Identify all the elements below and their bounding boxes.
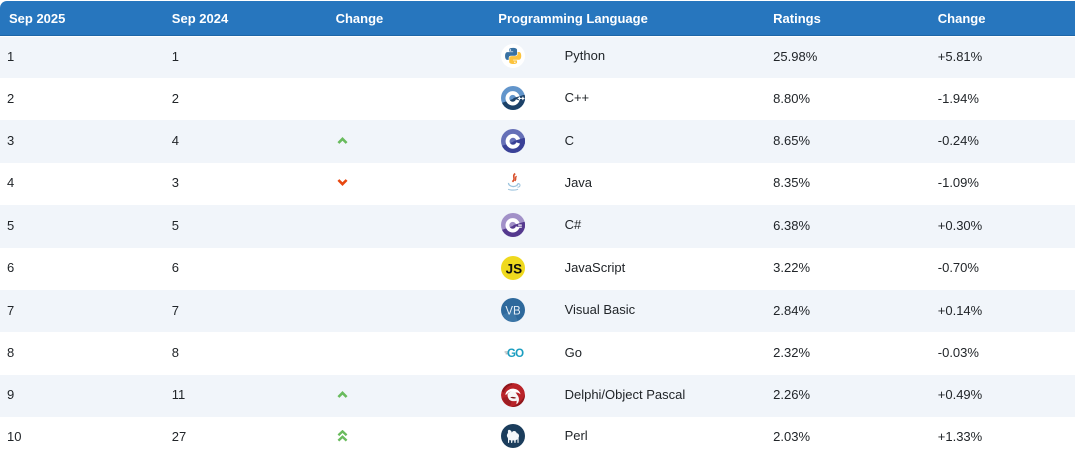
svg-text:VB: VB bbox=[506, 306, 522, 318]
svg-text:JS: JS bbox=[506, 261, 523, 276]
svg-text:GO: GO bbox=[507, 348, 524, 360]
